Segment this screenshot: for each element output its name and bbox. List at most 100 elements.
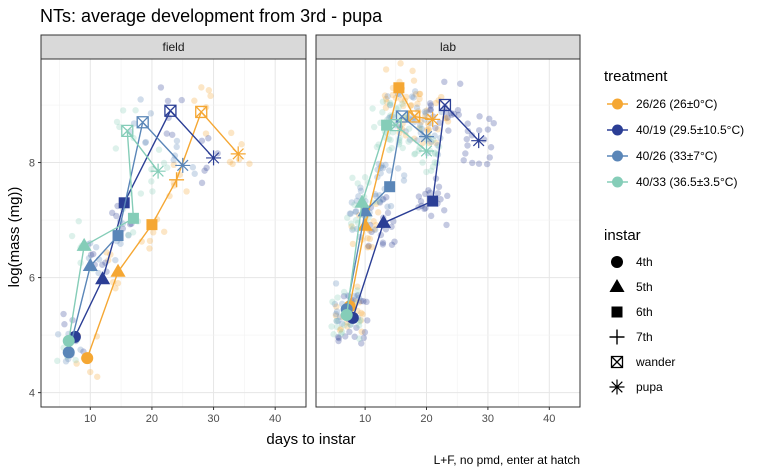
legend-instar-label: 7th [636,330,653,344]
legend-plus-icon [609,329,625,345]
individual-point [460,157,467,164]
individual-point [355,322,363,329]
individual-point [238,141,245,148]
individual-point [386,101,394,108]
individual-point [147,110,155,117]
mean-point-wander [389,118,402,132]
individual-point [201,167,208,174]
individual-point [117,240,124,247]
individual-point [353,324,360,331]
individual-point [464,120,471,127]
individual-point [457,80,464,87]
individual-point [376,192,383,199]
series-3 [340,118,435,321]
individual-point [155,146,163,153]
individual-point [416,121,424,129]
x-tick-label: 30 [482,413,494,425]
individual-point [426,100,434,107]
individual-point [60,310,67,318]
legend-asterisk-icon [609,379,625,395]
individual-point [148,178,155,185]
individual-point [435,97,442,104]
individual-point [366,235,374,243]
y-tick-label: 8 [29,158,35,170]
individual-point [113,212,120,220]
individual-point [330,331,337,338]
individual-point [203,164,210,172]
x-tick-label: 10 [359,413,371,425]
individual-point [411,88,419,95]
individual-point [246,160,253,167]
individual-point [365,242,372,250]
legend-instar-item: wander [610,355,675,369]
individual-point [487,144,495,151]
individual-point [369,105,376,112]
individual-point [77,346,84,353]
series-3 [62,124,166,347]
legend-treatment-item: 40/26 (33±7°C) [607,149,717,163]
legend-instar-label: 5th [636,280,653,294]
mean-point-pupa [230,146,246,162]
individual-point [417,198,425,205]
individual-point [388,223,395,230]
y-tick-label: 6 [29,273,35,285]
individual-point [441,78,448,86]
individual-point [146,237,154,245]
legend-instar-label: pupa [636,380,663,394]
y-tick-label: 4 [29,388,35,400]
panels: field 10 20 30 40 4 6 8 lab 10 20 30 40 [29,34,581,425]
individual-point [397,60,404,67]
individual-point [391,238,398,245]
individual-point [163,130,171,137]
mean-point-5th [76,237,92,251]
individual-point [382,104,390,111]
individual-point [444,118,452,125]
individual-point [198,137,206,144]
individual-point [328,323,335,330]
individual-point [423,168,430,176]
individual-point [381,92,389,99]
mean-point-6th [384,181,396,193]
legend-treatment-title: treatment [604,68,668,85]
series-0 [81,105,246,365]
facet-label-field: field [162,40,184,54]
mean-point-wander [136,116,149,129]
mean-point-4th [62,334,75,347]
individual-point [387,136,394,144]
individual-point [92,243,100,251]
individual-point [376,198,383,205]
mean-point-pupa [425,111,441,127]
individual-point [347,210,354,217]
individual-point [419,159,426,166]
individual-point [386,167,393,174]
individual-point [434,190,442,197]
individual-point [125,231,132,239]
individual-point [112,285,119,292]
legend-circle-icon [611,256,623,268]
mean-point-4th [62,346,75,359]
individual-point [142,139,149,146]
individual-point [476,113,483,120]
individual-point [164,164,171,171]
individual-point [399,100,406,107]
legend-instar-label: 6th [636,305,653,319]
mean-point-pupa [471,133,487,149]
individual-point [377,170,384,177]
individual-point [142,138,150,146]
x-tick-label: 40 [543,413,555,425]
individual-point [376,199,384,206]
legend-square-icon [611,306,623,318]
individual-point [379,164,387,172]
panel-field: field 10 20 30 40 4 6 8 [29,34,307,425]
individual-point [402,132,409,139]
individual-point [335,334,343,342]
individual-point [164,97,172,105]
individual-point [464,142,471,149]
individual-point [329,298,336,306]
individual-point [112,145,120,152]
individual-point [349,240,357,248]
individual-point [380,196,387,203]
individual-point [356,335,363,342]
individual-point [374,209,382,216]
x-tick-label: 20 [146,413,158,425]
